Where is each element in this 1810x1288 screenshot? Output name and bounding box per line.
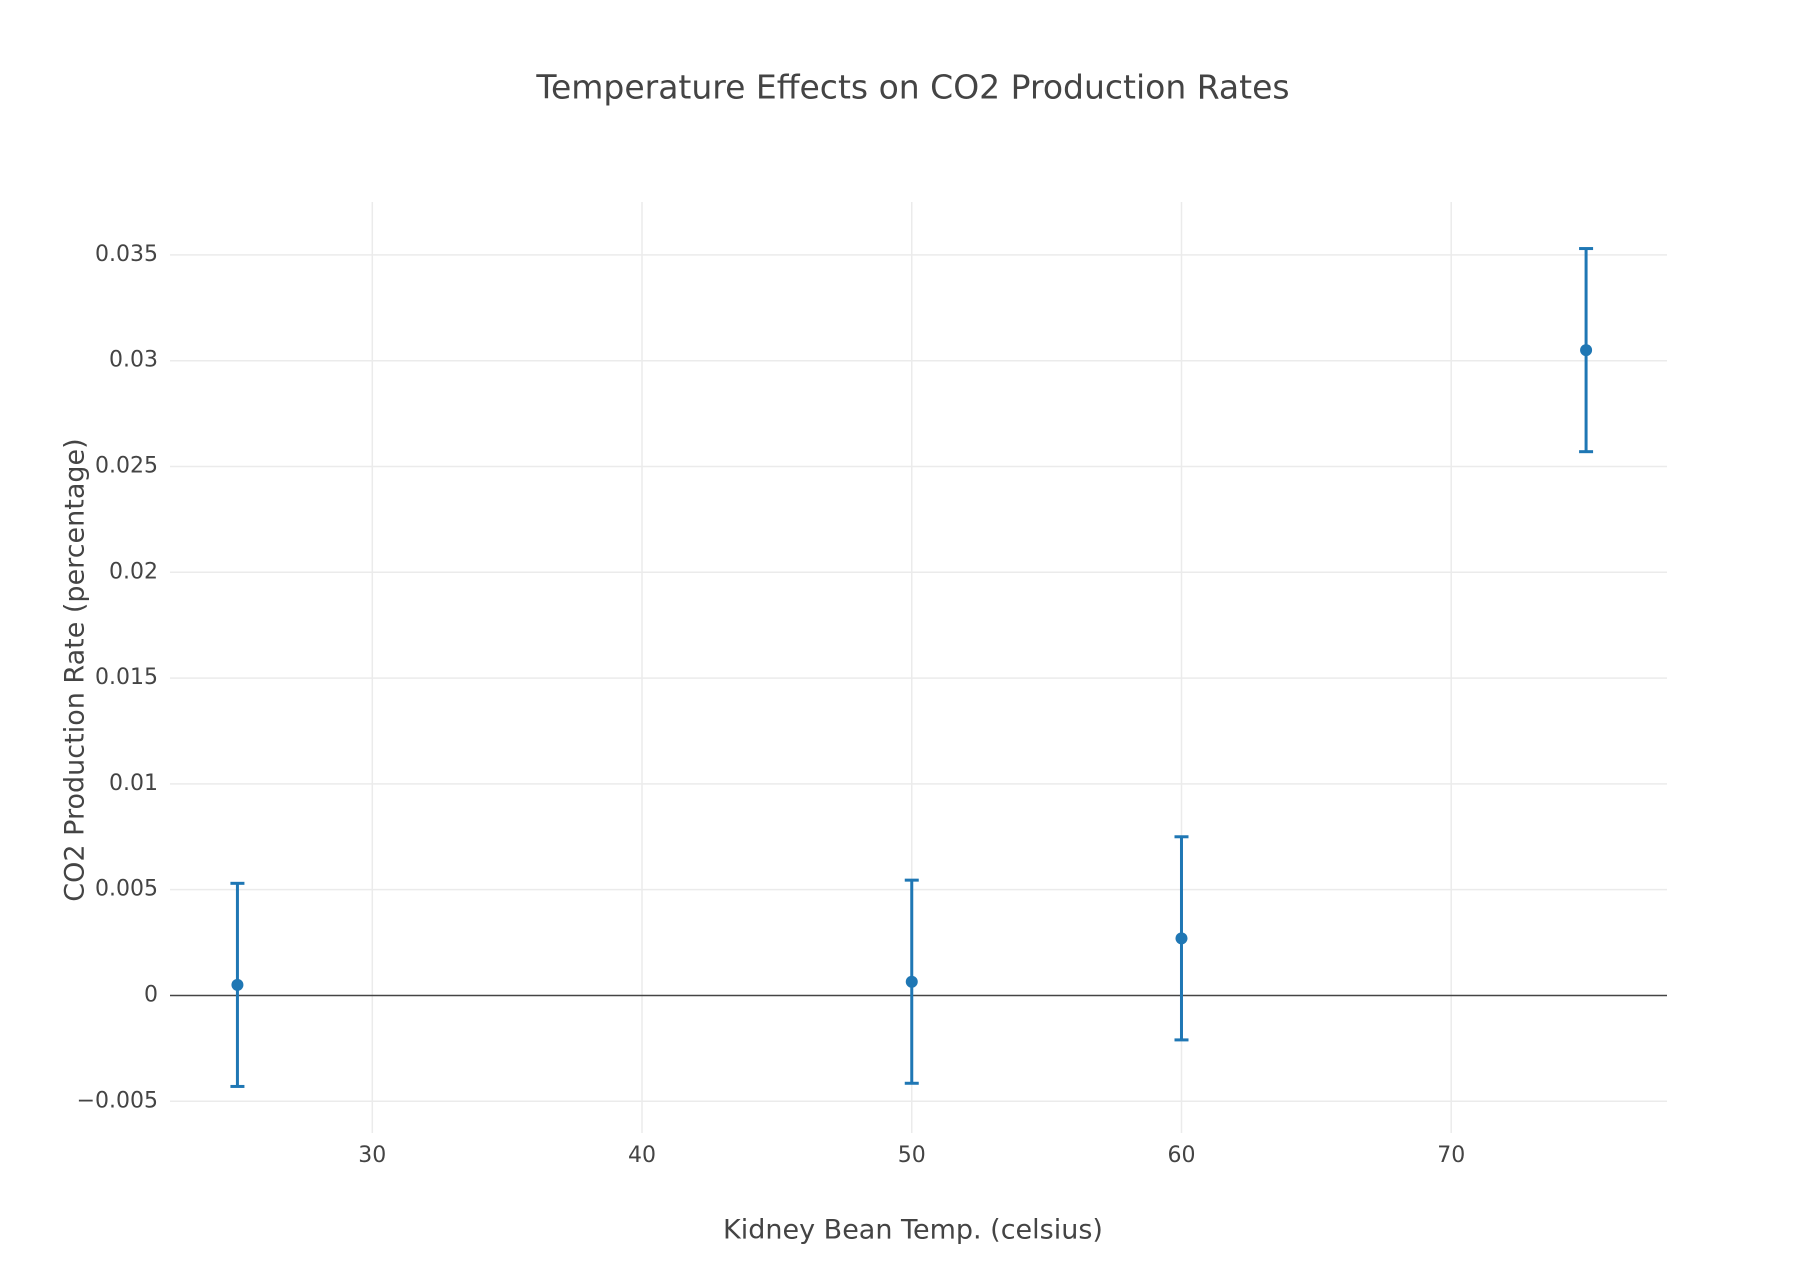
y-tick-label: −0.005 <box>77 1088 158 1113</box>
y-tick-label: 0.02 <box>109 559 158 584</box>
y-axis-label: CO2 Production Rate (percentage) <box>60 438 91 901</box>
y-tick-label: 0.035 <box>95 242 158 267</box>
x-axis-label: Kidney Bean Temp. (celsius) <box>723 1215 1103 1246</box>
data-point <box>1580 344 1593 357</box>
x-tick-label: 40 <box>628 1143 656 1168</box>
grid <box>170 202 1667 1133</box>
x-tick-label: 30 <box>358 1143 386 1168</box>
data-point <box>231 978 244 991</box>
tick-labels: 30 40 50 60 70 −0.005 0 0.005 0.01 0.015 0.02 0.025… <box>77 242 1466 1168</box>
x-tick-label: 60 <box>1167 1143 1195 1168</box>
x-tick-label: 70 <box>1437 1143 1465 1168</box>
data-points <box>231 344 1593 991</box>
data-point <box>1175 932 1188 945</box>
x-tick-label: 50 <box>898 1143 926 1168</box>
data-point <box>905 975 918 988</box>
y-tick-label: 0 <box>144 982 158 1007</box>
y-tick-label: 0.01 <box>109 771 158 796</box>
y-tick-label: 0.015 <box>95 665 158 690</box>
y-tick-label: 0.005 <box>95 877 158 902</box>
y-tick-label: 0.03 <box>109 348 158 373</box>
y-tick-label: 0.025 <box>95 453 158 478</box>
chart-title: Temperature Effects on CO2 Production Ra… <box>535 68 1289 107</box>
